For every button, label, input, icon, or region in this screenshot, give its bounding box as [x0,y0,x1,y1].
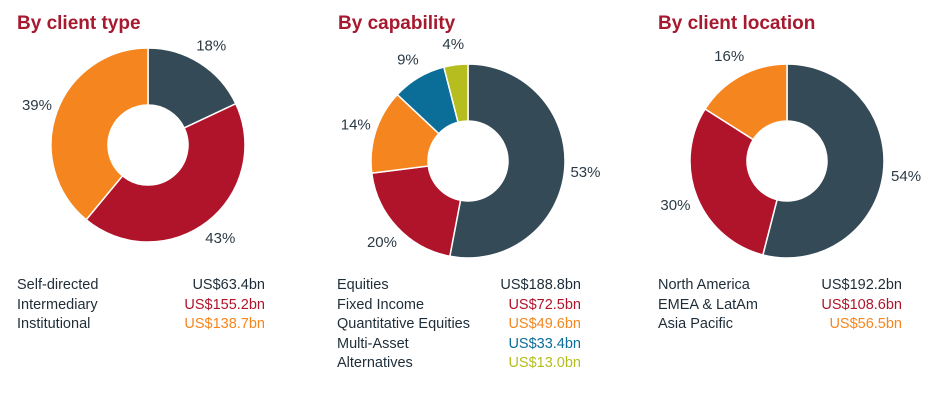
legend-label: Alternatives [337,355,413,371]
legend-row: Quantitative Equities US$49.6bn [337,314,581,334]
legend-value: US$63.4bn [192,277,265,293]
donut-slice-north-america [761,63,885,259]
donut-slice-equities [448,63,566,259]
legend-value: US$13.0bn [508,355,581,371]
legend-value: US$56.5bn [829,316,902,332]
percent-label: 16% [714,48,744,65]
legend-label: Fixed Income [337,296,425,313]
percent-label: 9% [397,51,419,68]
legend-value: US$33.4bn [508,335,581,352]
donut-slice-asia-pacific [704,63,788,141]
chart-panel-client-type: By client type 18% 43% 39% Self-directed US… [0,0,310,410]
donut-slice-alternatives [442,63,469,124]
chart-title: By capability [338,13,456,34]
chart-title: By client type [17,13,141,34]
legend-row: EMEA & LatAm US$108.6bn [658,295,902,315]
legend-row: Asia Pacific US$56.5bn [658,314,902,334]
legend-label: Asia Pacific [658,316,733,332]
donut-slice-intermediary [85,102,246,243]
legend-label: Quantitative Equities [337,316,470,332]
legend-row: Institutional US$138.7bn [17,314,265,334]
legend-label: Intermediary [17,296,98,313]
donut-slice-institutional [50,47,149,221]
donut-slice-self-directed [147,47,237,129]
chart-panel-capability: By capability 53% 20% 14% 9% 4% Equities US$1… [320,0,630,410]
percent-label: 18% [196,37,226,54]
donut-slice-emea-latam [689,107,778,256]
percent-label: 43% [205,230,235,247]
donut-chart: 53% 20% 14% 9% 4% [341,36,600,259]
percent-label: 54% [891,168,921,185]
chart-title: By client location [658,13,816,34]
legend-row: Fixed Income US$72.5bn [337,295,581,315]
chart-panel-client-location: By client location 54% 30% 16% North Ameri… [640,0,940,410]
donut-chart: 54% 30% 16% [660,48,921,259]
legend-value: US$192.2bn [821,277,902,293]
percent-label: 53% [570,164,600,181]
legend-row: Self-directed US$63.4bn [17,275,265,295]
legend-label: Institutional [17,316,91,332]
legend-value: US$188.8bn [500,277,581,293]
legend-label: North America [658,277,750,293]
legend-value: US$72.5bn [508,296,581,313]
legend-label: Self-directed [17,277,99,293]
donut-chart: 18% 43% 39% [22,37,246,247]
legend-value: US$138.7bn [184,316,265,332]
legend-row: Alternatives US$13.0bn [337,353,581,373]
legend-row: North America US$192.2bn [658,275,902,295]
legend-label: EMEA & LatAm [658,296,758,313]
legend-value: US$155.2bn [184,296,265,313]
percent-label: 30% [660,197,690,214]
donut-slice-fixed-income [370,165,462,258]
legend-label: Equities [337,277,389,293]
legend-value: US$49.6bn [508,316,581,332]
legend-row: Intermediary US$155.2bn [17,295,265,315]
legend-row: Multi-Asset US$33.4bn [337,334,581,354]
percent-label: 14% [341,117,371,134]
legend-row: Equities US$188.8bn [337,275,581,295]
legend-value: US$108.6bn [821,296,902,313]
percent-label: 4% [442,36,464,53]
percent-label: 39% [22,97,52,114]
percent-label: 20% [367,234,397,251]
legend-label: Multi-Asset [337,335,409,352]
